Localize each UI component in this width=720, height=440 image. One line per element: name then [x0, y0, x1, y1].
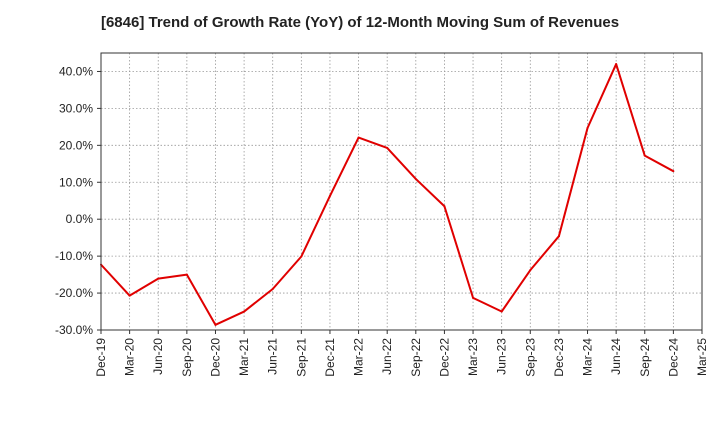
x-tick-label: Dec-21 [323, 338, 337, 377]
data-point [557, 235, 560, 238]
x-tick-label: Jun-20 [151, 338, 165, 375]
x-tick-label: Sep-22 [409, 338, 423, 377]
data-point [529, 269, 532, 272]
data-point [500, 310, 503, 313]
x-tick-label: Dec-23 [552, 338, 566, 377]
data-point [128, 294, 131, 297]
x-tick-label: Mar-23 [466, 338, 480, 376]
x-tick-label: Dec-24 [666, 338, 680, 377]
data-point [472, 296, 475, 299]
y-tick-label: 40.0% [59, 64, 93, 78]
data-point [328, 194, 331, 197]
data-point [414, 177, 417, 180]
y-tick-label: -30.0% [55, 323, 93, 337]
x-tick-label: Dec-20 [208, 338, 222, 377]
x-tick-label: Mar-25 [695, 338, 709, 376]
y-tick-label: -20.0% [55, 286, 93, 300]
x-tick-label: Jun-23 [495, 338, 509, 375]
x-tick-label: Sep-24 [638, 338, 652, 377]
data-point [672, 170, 675, 173]
data-point [185, 273, 188, 276]
x-tick-label: Jun-22 [380, 338, 394, 375]
x-tick-label: Jun-21 [266, 338, 280, 375]
x-tick-label: Sep-20 [180, 338, 194, 377]
plot-frame [100, 52, 703, 331]
data-point [643, 154, 646, 157]
tick-labels: -30.0% -20.0% -10.0% 0.0% 10.0% 20.0% 30.0% 40.… [55, 64, 709, 376]
chart-title: [6846] Trend of Growth Rate (YoY) of 12-… [100, 14, 620, 31]
y-tick-label: 0.0% [66, 212, 94, 226]
data-point [214, 323, 217, 326]
x-tick-label: Mar-22 [352, 338, 366, 376]
data-point [615, 63, 618, 66]
data-point [386, 146, 389, 149]
x-tick-label: Mar-21 [237, 338, 251, 376]
data-point [443, 205, 446, 208]
data-point [300, 255, 303, 258]
data-point [586, 126, 589, 129]
x-tick-label: Mar-20 [123, 338, 137, 376]
y-tick-label: -10.0% [55, 249, 93, 263]
x-tick-label: Dec-19 [94, 338, 108, 377]
data-point [271, 288, 274, 291]
x-tick-label: Dec-22 [437, 338, 451, 377]
y-tick-label: 20.0% [59, 138, 93, 152]
data-point [157, 277, 160, 280]
x-tick-label: Mar-24 [581, 338, 595, 376]
y-tick-label: 30.0% [59, 101, 93, 115]
data-point [243, 310, 246, 313]
axes [97, 52, 703, 334]
data-point [357, 136, 360, 139]
x-tick-label: Sep-21 [294, 338, 308, 377]
x-tick-label: Jun-24 [609, 338, 623, 375]
x-tick-label: Sep-23 [523, 338, 537, 377]
y-tick-label: 10.0% [59, 175, 93, 189]
grid-lines [101, 53, 702, 330]
